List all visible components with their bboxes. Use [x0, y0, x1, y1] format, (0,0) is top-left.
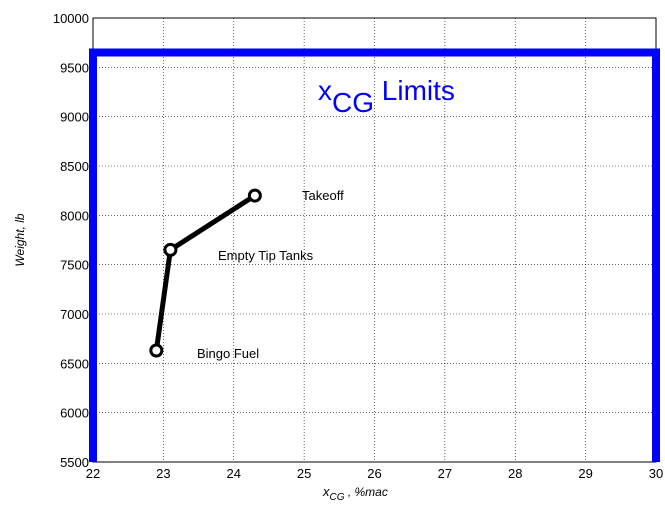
- x-tick-label: 29: [578, 466, 592, 481]
- limits-label-base: x: [318, 75, 332, 106]
- x-tick-label: 30: [649, 466, 663, 481]
- y-tick-label: 8000: [60, 208, 89, 223]
- y-tick-label: 6000: [60, 406, 89, 421]
- x-tick-label: 23: [156, 466, 170, 481]
- x-tick-label: 26: [367, 466, 381, 481]
- y-axis-label: Weight, lb: [13, 213, 27, 266]
- y-tick-label: 9500: [60, 60, 89, 75]
- x-label-base: x: [322, 484, 330, 499]
- annotation: Takeoff: [302, 188, 344, 203]
- x-tick-label: 28: [508, 466, 522, 481]
- y-tick-label: 7500: [60, 258, 89, 273]
- annotation: Empty Tip Tanks: [218, 248, 314, 263]
- x-tick-label: 22: [86, 466, 100, 481]
- x-label-sub: CG: [330, 492, 345, 503]
- x-tick-label: 27: [438, 466, 452, 481]
- y-tick-label: 8500: [60, 159, 89, 174]
- limits-label-sub: CG: [332, 87, 374, 118]
- x-tick-label: 24: [227, 466, 241, 481]
- point-marker: [247, 188, 262, 203]
- y-tick-label: 9000: [60, 110, 89, 125]
- point-marker: [163, 242, 178, 257]
- y-tick-label: 6500: [60, 356, 89, 371]
- y-tick-label: 5500: [60, 455, 89, 470]
- x-label-text: , %mac: [345, 485, 388, 499]
- series-line: [89, 48, 660, 462]
- annotation: Bingo Fuel: [197, 346, 259, 361]
- x-axis-label: xCG , %mac: [322, 484, 388, 503]
- limits-label: xCG Limits: [318, 75, 455, 118]
- limits-label-text: Limits: [374, 75, 455, 106]
- x-tick-label: 25: [297, 466, 311, 481]
- point-marker: [149, 343, 164, 358]
- y-tick-label: 7000: [60, 307, 89, 322]
- y-tick-label: 10000: [53, 11, 89, 26]
